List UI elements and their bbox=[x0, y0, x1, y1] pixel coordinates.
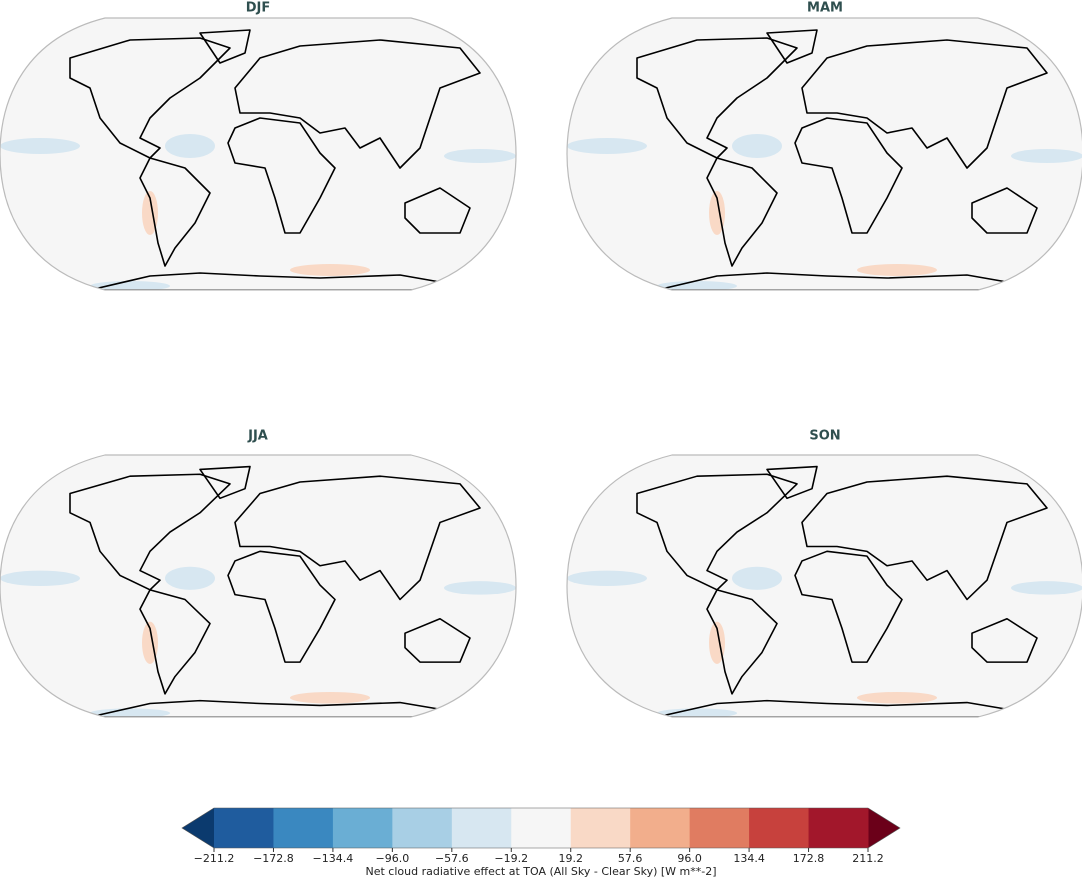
panel-title: MAM bbox=[807, 1, 843, 16]
colorbar-tick-label: −96.0 bbox=[376, 852, 410, 865]
map-background bbox=[0, 455, 516, 717]
colorbar-bin bbox=[511, 808, 572, 848]
colorbar-bin bbox=[570, 808, 631, 848]
colorbar-tick-label: 172.8 bbox=[793, 852, 825, 865]
colorbar-under bbox=[182, 808, 214, 848]
colorbar-bin bbox=[451, 808, 512, 848]
colorbar-tick-label: 19.2 bbox=[558, 852, 583, 865]
colorbar-bin bbox=[808, 808, 869, 848]
map-panels: DJF MAM JJA SON bbox=[0, 1, 1082, 718]
colorbar-tick-label: −172.8 bbox=[253, 852, 294, 865]
map-background bbox=[0, 18, 516, 290]
map bbox=[566, 454, 1082, 718]
map bbox=[0, 454, 517, 718]
colorbar-over bbox=[868, 808, 900, 848]
colorbar-bin bbox=[214, 808, 274, 848]
colorbar-tick-label: 134.4 bbox=[733, 852, 765, 865]
map bbox=[0, 17, 517, 291]
panel-title: DJF bbox=[246, 1, 271, 16]
colorbar-tick-label: −57.6 bbox=[435, 852, 469, 865]
colorbar-bin bbox=[273, 808, 334, 848]
colorbar-tick-label: −211.2 bbox=[194, 852, 235, 865]
colorbar-bin bbox=[392, 808, 453, 848]
colorbar-bin bbox=[749, 808, 810, 848]
map-background bbox=[567, 455, 1082, 717]
colorbar-tick-label: 211.2 bbox=[852, 852, 884, 865]
map-background bbox=[567, 18, 1082, 290]
panel-title: JJA bbox=[247, 429, 268, 444]
colorbar: −211.2 −172.8 −134.4 −96.0 −57.6 −19.2 19.2 57.… bbox=[181, 807, 901, 878]
panel-title: SON bbox=[809, 429, 840, 444]
colorbar-tick-label: 57.6 bbox=[618, 852, 643, 865]
colorbar-bin bbox=[630, 808, 691, 848]
colorbar-tick-label: −134.4 bbox=[313, 852, 354, 865]
colorbar-tick-label: −19.2 bbox=[494, 852, 528, 865]
colorbar-bin bbox=[689, 808, 750, 848]
colorbar-label: Net cloud radiative effect at TOA (All S… bbox=[365, 865, 716, 878]
colorbar-tick-label: 96.0 bbox=[677, 852, 702, 865]
map bbox=[566, 17, 1082, 291]
colorbar-bin bbox=[332, 808, 393, 848]
